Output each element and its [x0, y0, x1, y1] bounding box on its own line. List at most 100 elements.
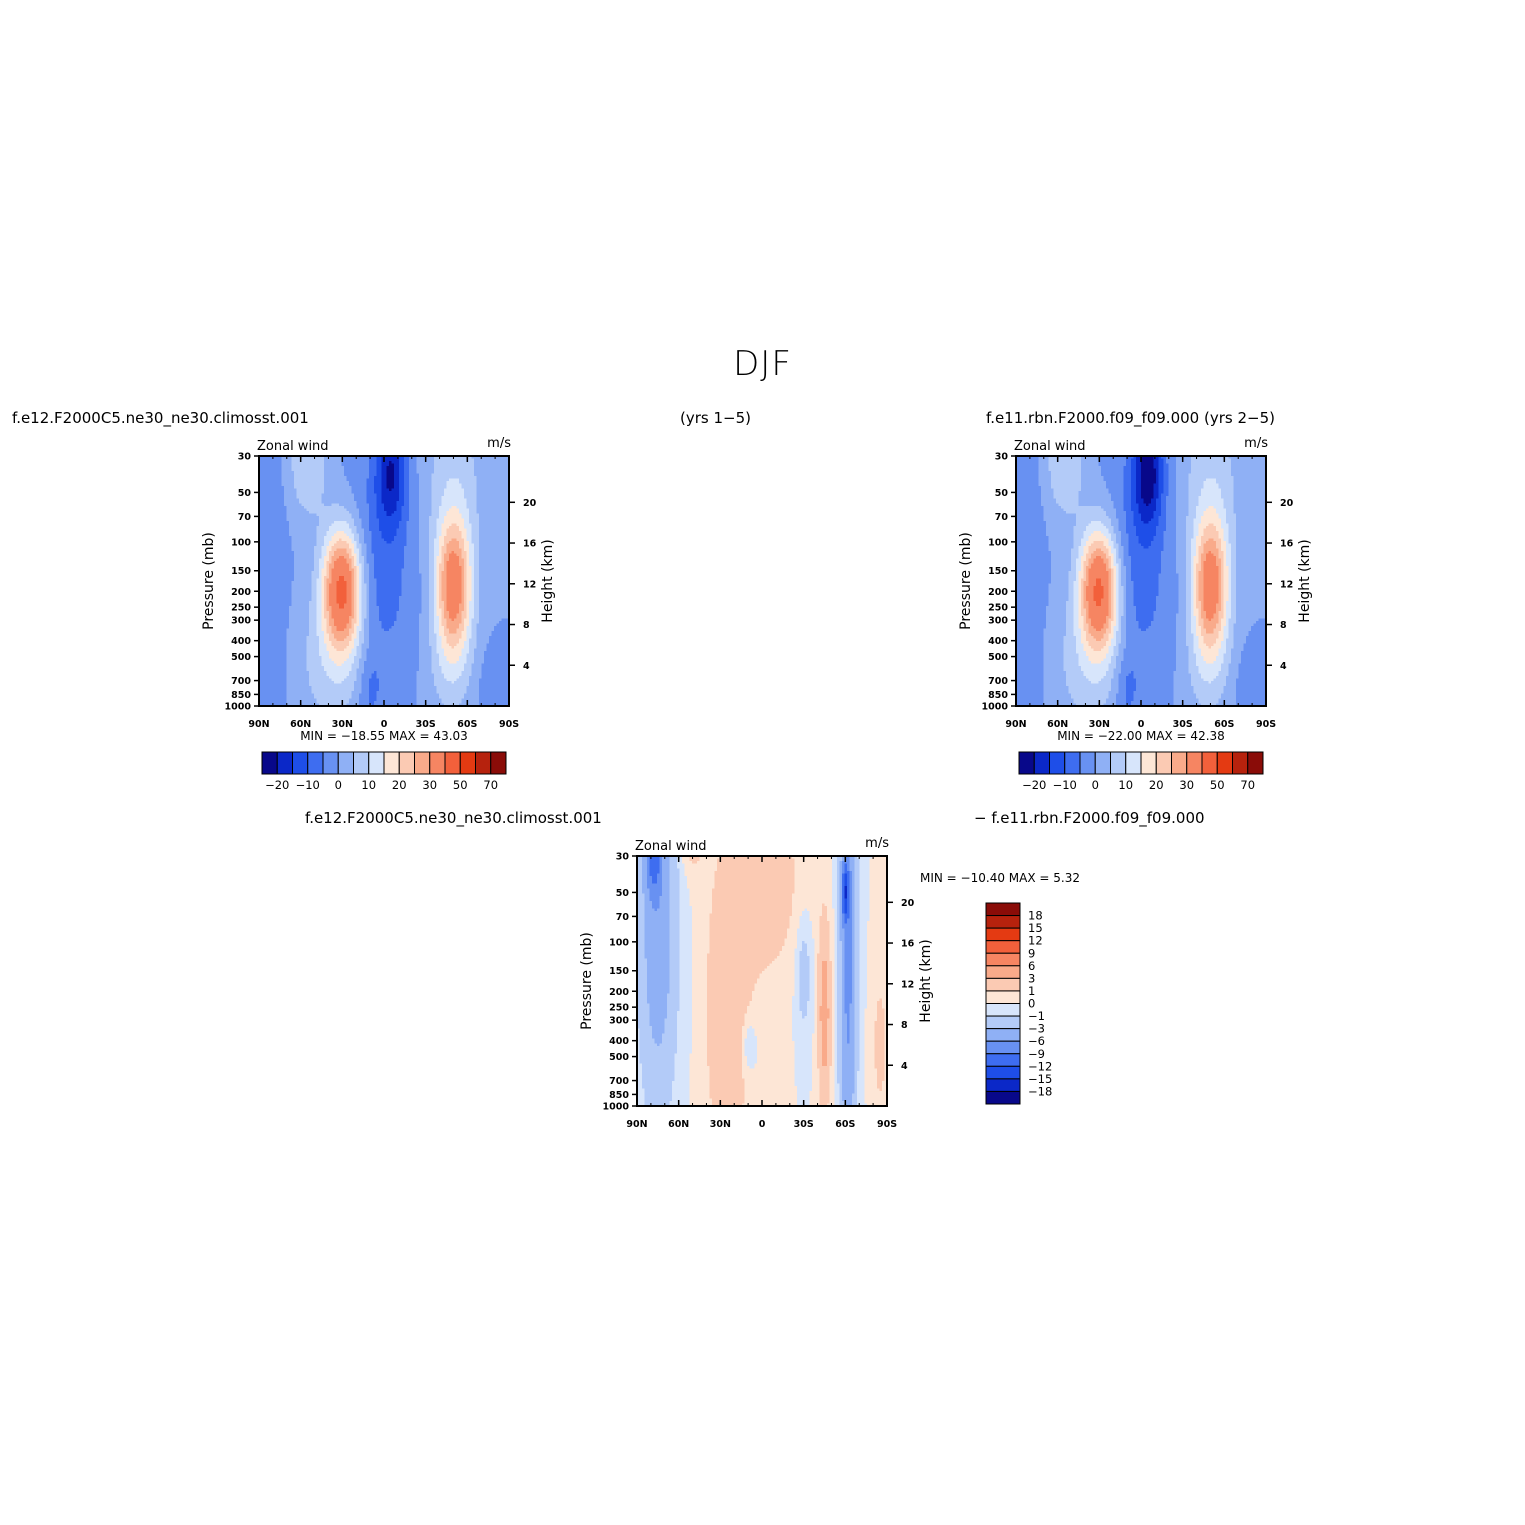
field-cell	[411, 458, 415, 462]
field-cell	[444, 576, 448, 580]
field-cell	[496, 551, 500, 555]
field-cell	[364, 558, 368, 562]
field-cell	[504, 461, 508, 465]
field-cell	[489, 528, 493, 532]
field-cell	[459, 533, 463, 537]
field-cell	[461, 508, 465, 512]
field-cell	[351, 473, 355, 477]
field-cell	[366, 543, 370, 547]
field-cell	[319, 523, 323, 527]
field-cell	[301, 466, 305, 470]
field-cell	[314, 551, 318, 555]
field-cell	[381, 476, 385, 480]
field-cell	[349, 571, 353, 575]
field-cell	[354, 541, 358, 545]
field-cell	[384, 476, 388, 480]
field-cell	[259, 521, 263, 525]
field-cell	[356, 463, 360, 467]
field-cell	[379, 536, 383, 540]
field-cell	[414, 503, 418, 507]
field-cell	[361, 563, 365, 567]
field-cell	[369, 488, 373, 492]
field-cell	[501, 463, 505, 467]
field-cell	[419, 513, 423, 517]
field-cell	[359, 471, 363, 475]
field-cell	[506, 526, 509, 530]
field-cell	[399, 463, 403, 467]
field-cell	[351, 488, 355, 492]
field-cell	[381, 466, 385, 470]
field-cell	[499, 468, 503, 472]
field-cell	[356, 538, 360, 542]
field-cell	[316, 518, 320, 522]
field-cell	[306, 463, 310, 467]
field-cell	[464, 511, 468, 515]
field-cell	[496, 508, 500, 512]
field-cell	[444, 478, 448, 482]
field-cell	[496, 573, 500, 577]
field-cell	[311, 546, 315, 550]
field-cell	[491, 508, 495, 512]
field-cell	[389, 523, 393, 527]
field-cell	[416, 538, 420, 542]
field-cell	[336, 578, 340, 582]
field-cell	[429, 468, 433, 472]
field-cell	[369, 578, 373, 582]
field-cell	[441, 553, 445, 557]
field-cell	[311, 566, 315, 570]
field-cell	[376, 551, 380, 555]
field-cell	[416, 463, 420, 467]
field-cell	[294, 578, 298, 582]
field-cell	[316, 531, 320, 535]
field-cell	[449, 546, 453, 550]
field-cell	[389, 546, 393, 550]
field-cell	[419, 561, 423, 565]
field-cell	[361, 473, 365, 477]
field-cell	[474, 578, 478, 582]
field-cell	[364, 563, 368, 567]
field-cell	[381, 471, 385, 475]
field-cell	[444, 488, 448, 492]
field-cell	[454, 516, 458, 520]
field-cell	[411, 553, 415, 557]
field-cell	[364, 523, 368, 527]
field-cell	[271, 491, 275, 495]
field-cell	[329, 458, 333, 462]
field-cell	[389, 576, 393, 580]
field-cell	[416, 531, 420, 535]
field-cell	[406, 528, 410, 532]
field-cell	[451, 488, 455, 492]
field-cell	[459, 536, 463, 540]
field-cell	[419, 516, 423, 520]
field-cell	[459, 521, 463, 525]
field-cell	[279, 573, 283, 577]
field-cell	[371, 561, 375, 565]
field-cell	[259, 458, 263, 462]
field-cell	[401, 471, 405, 475]
field-cell	[324, 506, 328, 510]
field-cell	[324, 473, 328, 477]
field-cell	[461, 476, 465, 480]
field-cell	[414, 541, 418, 545]
field-cell	[376, 521, 380, 525]
field-cell	[451, 506, 455, 510]
field-cell	[381, 548, 385, 552]
field-cell	[456, 516, 460, 520]
field-cell	[379, 526, 383, 530]
field-cell	[434, 506, 438, 510]
field-cell	[436, 553, 440, 557]
field-cell	[451, 483, 455, 487]
field-cell	[466, 466, 470, 470]
field-cell	[274, 456, 278, 460]
field-cell	[429, 513, 433, 517]
field-cell	[291, 478, 295, 482]
field-cell	[426, 473, 430, 477]
field-cell	[409, 471, 413, 475]
field-cell	[491, 496, 495, 500]
field-cell	[494, 528, 498, 532]
field-cell	[266, 493, 270, 497]
field-cell	[501, 501, 505, 505]
field-cell	[419, 468, 423, 472]
field-cell	[416, 466, 420, 470]
field-cell	[386, 458, 390, 462]
